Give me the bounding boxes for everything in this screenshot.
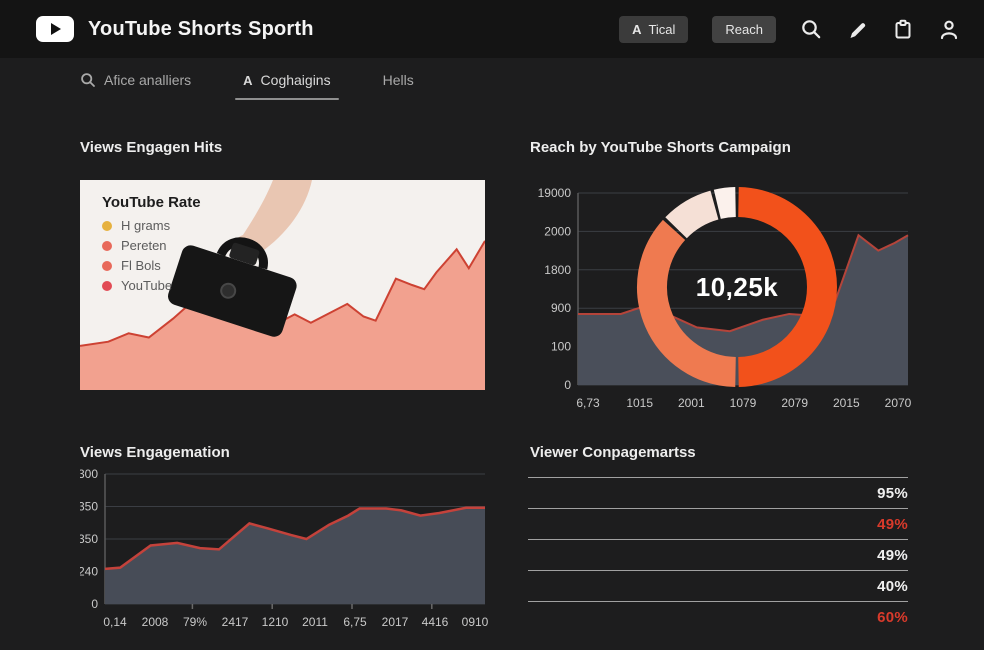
x-tick-label: 6,75 — [343, 615, 367, 629]
x-tick-label: 4416 — [422, 615, 449, 629]
hand-camera-illustration — [168, 180, 312, 337]
x-tick-label: 2001 — [678, 396, 705, 410]
legend-label: YouTube — [121, 278, 173, 293]
tab-label: Hells — [382, 72, 414, 88]
x-tick-label: 2011 — [302, 615, 328, 629]
panel-title-views-engagemation: Views Engagemation — [80, 444, 230, 461]
pencil-icon[interactable] — [846, 18, 868, 40]
tab-coghaigins[interactable]: A Coghaigins — [235, 72, 340, 100]
pink-area-chart — [80, 180, 485, 390]
y-tick-label: 2000 — [544, 224, 571, 238]
panel-title-views-engagen-hits: Views Engagen Hits — [80, 139, 223, 156]
y-tick-label: 900 — [551, 301, 571, 315]
clipboard-icon[interactable] — [892, 18, 914, 40]
tical-button[interactable]: A Tical — [619, 15, 689, 43]
legend-label: Pereten — [121, 238, 167, 253]
play-icon — [51, 23, 61, 35]
engagement-row: 60% — [528, 601, 908, 632]
legend-dot — [102, 220, 112, 231]
hero-image-chart: YouTube Rate H grams Pereten Fl Bols You… — [80, 180, 485, 390]
y-tick-label: 350 — [80, 500, 98, 514]
engagement-row: 40% — [528, 570, 908, 601]
views-engagemation-chart: 300 350 350 240 0 0,14 2008 79% 2417 1210 2011 6,75… — [78, 467, 500, 636]
youtube-logo-icon[interactable] — [36, 16, 74, 42]
tab-label: Afice analliers — [104, 72, 192, 88]
y-tick-label: 240 — [80, 565, 98, 579]
y-tick-label: 100 — [551, 340, 571, 354]
legend-dot — [102, 240, 112, 251]
profile-icon[interactable] — [938, 18, 960, 40]
legend-item: YouTube — [102, 278, 201, 293]
tab-hells[interactable]: Hells — [383, 72, 414, 100]
x-tick-label: 2008 — [142, 615, 169, 629]
reach-button[interactable]: Reach — [712, 15, 776, 43]
donut-segment-tertiary — [665, 190, 720, 239]
tical-button-label: Tical — [648, 21, 676, 37]
x-tick-label: 1015 — [626, 396, 653, 410]
app-title: YouTube Shorts Sporth — [88, 17, 314, 40]
x-tick-label: 2017 — [382, 615, 409, 629]
engagement-value: 40% — [877, 577, 908, 595]
search-icon[interactable] — [800, 18, 822, 40]
x-tick-label: 1210 — [262, 615, 289, 629]
tab-label: Coghaigins — [260, 72, 331, 88]
donut-segment-secondary — [637, 219, 737, 387]
search-icon — [81, 73, 95, 87]
legend-label: H grams — [121, 218, 171, 233]
x-tick-label: 2079 — [781, 396, 808, 410]
x-tick-label: 2417 — [222, 615, 249, 629]
y-tick-label: 1800 — [544, 263, 571, 277]
y-tick-label: 350 — [80, 532, 98, 546]
x-tick-label: 2070 — [885, 396, 912, 410]
views-chart-canvas: 300 350 350 240 0 0,14 2008 79% 2417 1210 2011 6,75… — [78, 467, 489, 629]
engagement-value: 49% — [877, 546, 908, 564]
tab-bar: Afice analliers A Coghaigins Hells — [80, 72, 414, 100]
reach-button-label: Reach — [725, 21, 763, 37]
top-bar: YouTube Shorts Sporth A Tical Reach — [0, 0, 984, 58]
engagement-value: 95% — [877, 484, 908, 502]
chart-legend: YouTube Rate H grams Pereten Fl Bols You… — [102, 194, 201, 298]
y-tick-label: 19000 — [538, 186, 572, 200]
x-tick-label: 1079 — [730, 396, 757, 410]
x-tick-label: 79% — [183, 615, 207, 629]
donut-segment-quaternary — [713, 187, 737, 219]
legend-item: H grams — [102, 218, 201, 233]
reach-campaign-chart: 19000 2000 1800 900 100 0 6,73 1015 2001 1079 2079… — [530, 185, 960, 420]
y-tick-label: 0 — [91, 597, 98, 611]
panel-title-reach-campaign: Reach by YouTube Shorts Campaign — [530, 139, 791, 156]
legend-item: Fl Bols — [102, 258, 201, 273]
panel-title-viewer-conpagemartss: Viewer Conpagemartss — [530, 444, 696, 461]
legend-dot — [102, 260, 112, 271]
tab-afice-analliers[interactable]: Afice analliers — [80, 72, 191, 100]
x-tick-label: 0910 — [462, 615, 489, 629]
x-tick-label: 0,14 — [103, 615, 127, 629]
donut-segment-primary — [737, 187, 837, 387]
x-tick-label: 2015 — [833, 396, 860, 410]
engagement-row: 49% — [528, 539, 908, 570]
legend-item: Pereten — [102, 238, 201, 253]
viewer-engagement-list: 95% 49% 49% 40% 60% — [528, 477, 908, 632]
engagement-row: 95% — [528, 477, 908, 508]
y-tick-label: 300 — [80, 468, 98, 481]
engagement-value: 60% — [877, 608, 908, 626]
engagement-row: 49% — [528, 508, 908, 539]
header-actions: A Tical Reach — [619, 15, 960, 43]
a-badge-icon: A — [632, 21, 642, 37]
reach-chart-canvas: 19000 2000 1800 900 100 0 6,73 1015 2001 1079 2079… — [538, 186, 912, 410]
engagement-value: 49% — [877, 515, 908, 533]
legend-dot — [102, 280, 112, 291]
a-glyph-icon: A — [243, 72, 253, 88]
x-tick-label: 6,73 — [576, 396, 600, 410]
legend-title: YouTube Rate — [102, 194, 201, 211]
donut-center-value: 10,25k — [695, 272, 779, 302]
legend-label: Fl Bols — [121, 258, 161, 273]
y-tick-label: 0 — [564, 378, 571, 392]
